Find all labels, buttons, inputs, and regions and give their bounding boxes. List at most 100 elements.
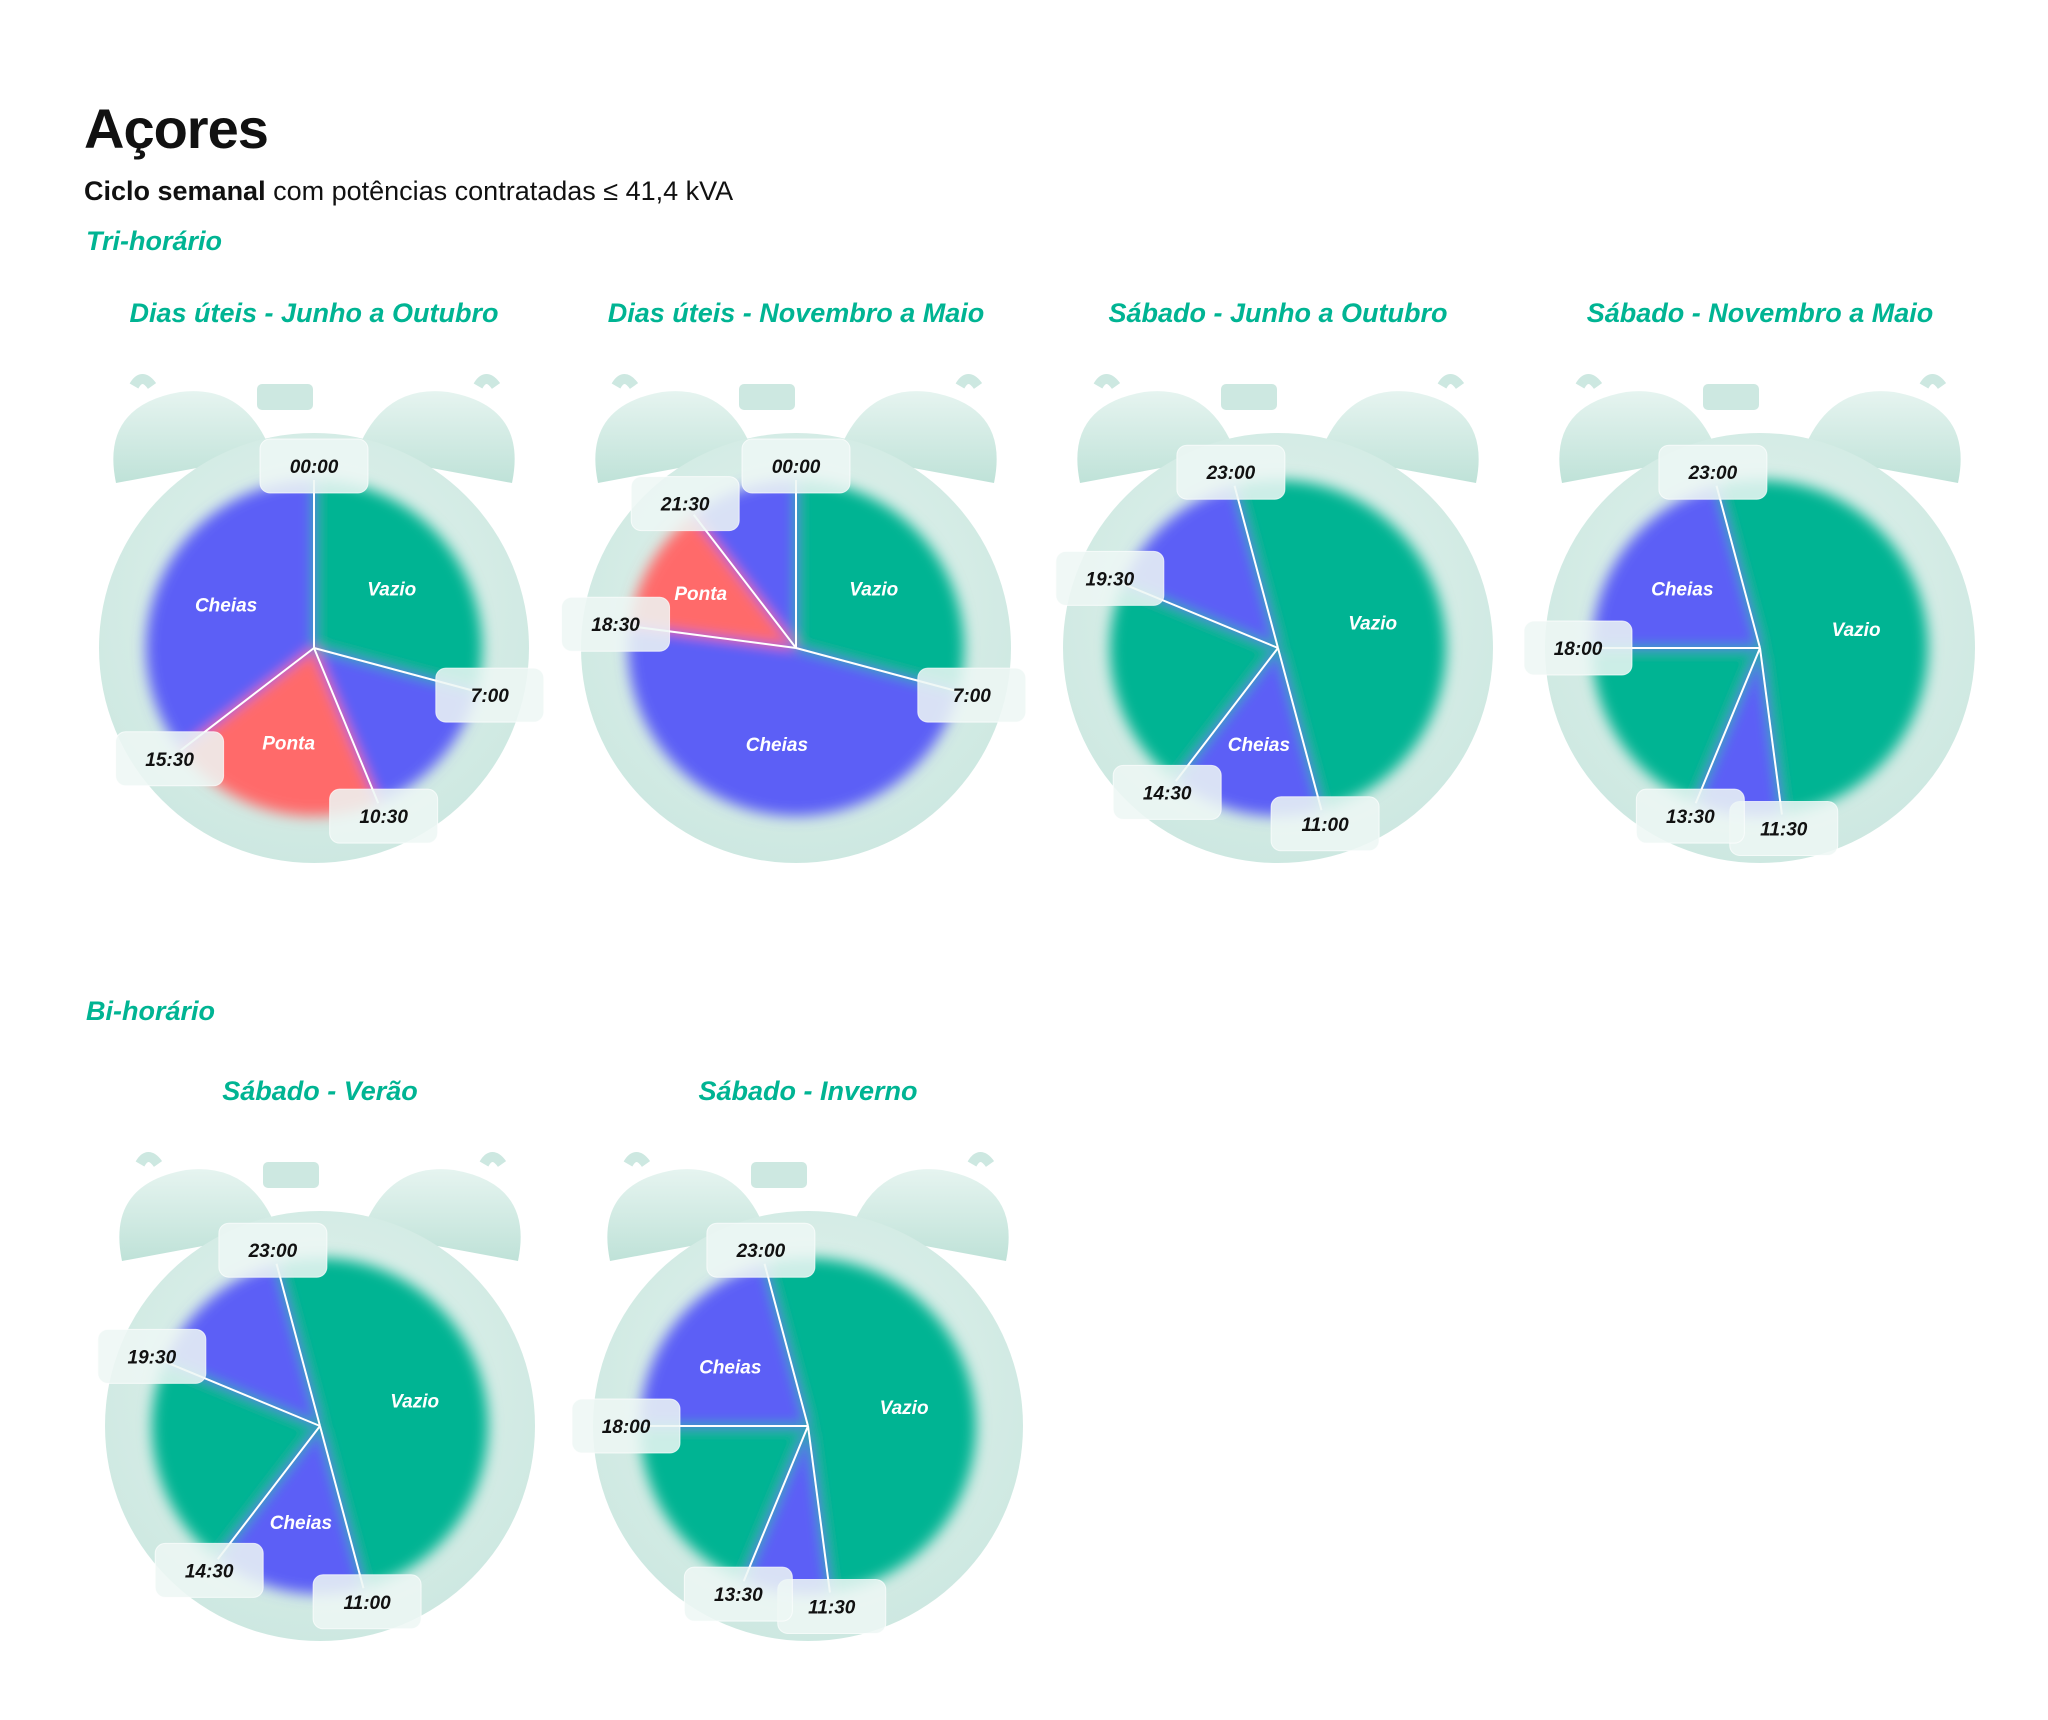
segment-label-vazio: Vazio — [390, 1392, 439, 1413]
time-text: 11:00 — [1302, 815, 1350, 836]
segment-cheias-1 — [1695, 648, 1782, 816]
bell-cap — [1919, 374, 1947, 390]
segment-cheias-1 — [627, 626, 959, 817]
segment-ponta-2 — [629, 514, 796, 648]
clock-knob — [1703, 384, 1759, 410]
divider-line — [216, 1425, 321, 1560]
time-label: 18:00 — [1523, 620, 1633, 676]
bell-cap — [1093, 374, 1121, 390]
time-label: 18:30 — [561, 596, 671, 652]
segment-label-cheias: Cheias — [195, 596, 257, 617]
segment-label-cheias: Cheias — [746, 735, 808, 756]
time-text: 19:30 — [1086, 569, 1135, 590]
subtitle-bold: Ciclo semanal — [84, 176, 266, 206]
clock-chart: Sábado - Verão Vazio Cheias 23:00 11:00 14:30… — [97, 1076, 540, 1641]
time-label: 11:00 — [312, 1574, 422, 1630]
time-pill — [1270, 796, 1380, 852]
time-text: 21:30 — [660, 495, 710, 516]
time-label: 7:00 — [917, 667, 1027, 723]
time-text: 7:00 — [471, 686, 509, 707]
chart-title: Sábado - Junho a Outubro — [1108, 298, 1448, 328]
divider-line — [1759, 647, 1783, 815]
time-label: 13:30 — [683, 1566, 793, 1622]
time-label: 23:00 — [218, 1222, 328, 1278]
segment-vazio-2 — [640, 1426, 808, 1582]
clock-face — [1592, 480, 1928, 816]
chart-title: Sábado - Verão — [222, 1076, 418, 1106]
time-text: 23:00 — [1688, 463, 1738, 484]
time-pill — [1523, 620, 1633, 676]
clock-chart: Dias úteis - Novembro a Maio Vazio Cheias P… — [561, 298, 1027, 863]
segment-cheias-3 — [146, 480, 314, 751]
segment-cheias-3 — [1592, 485, 1760, 648]
time-label: 00:00 — [741, 438, 851, 494]
time-label: 11:00 — [1270, 796, 1380, 852]
bell-cap — [611, 374, 639, 390]
clock-chart: Sábado - Junho a Outubro Vazio Cheias 23:00… — [1055, 298, 1498, 863]
clock-face — [627, 480, 964, 817]
time-label: 23:00 — [706, 1222, 816, 1278]
divider-line — [313, 647, 380, 804]
time-text: 00:00 — [772, 457, 821, 478]
divider-line — [807, 1425, 831, 1593]
time-pill — [1055, 550, 1165, 606]
divider-line — [1174, 647, 1279, 782]
time-text: 13:30 — [714, 1585, 763, 1606]
time-label: 7:00 — [435, 667, 545, 723]
segment-label-cheias: Cheias — [1228, 735, 1290, 756]
time-text: 23:00 — [736, 1241, 786, 1262]
time-text: 00:00 — [290, 457, 339, 478]
time-label: 11:30 — [1729, 800, 1839, 856]
segment-vazio-2 — [1592, 648, 1760, 804]
bell-cap — [1575, 374, 1603, 390]
segment-vazio-2 — [151, 1361, 320, 1560]
segment-label-cheias: Cheias — [270, 1513, 332, 1534]
time-label: 18:00 — [571, 1398, 681, 1454]
segment-label-vazio: Vazio — [367, 579, 416, 600]
time-label: 14:30 — [1112, 764, 1222, 820]
segment-vazio-0 — [1716, 480, 1928, 815]
time-text: 15:30 — [145, 750, 194, 771]
time-label: 15:30 — [115, 731, 225, 787]
time-text: 14:30 — [1143, 783, 1192, 804]
segment-label-vazio: Vazio — [1832, 620, 1881, 641]
divider-line — [742, 1425, 809, 1582]
segment-label-ponta: Ponta — [262, 734, 315, 755]
segment-label-vazio: Vazio — [1348, 614, 1397, 635]
time-text: 23:00 — [1206, 463, 1256, 484]
segment-cheias-3 — [1122, 485, 1278, 648]
time-pill — [259, 438, 369, 494]
time-text: 18:00 — [1554, 639, 1603, 660]
segment-cheias-3 — [164, 1263, 320, 1426]
clock-svg: Vazio Cheias Ponta 00:00 7:00 18:30 21:30 — [561, 374, 1027, 863]
time-pill — [571, 1398, 681, 1454]
segment-vazio-0 — [764, 1258, 976, 1593]
time-label: 00:00 — [259, 438, 369, 494]
clock-svg: Vazio Cheias 23:00 11:00 14:30 19:30 — [97, 1152, 535, 1641]
segment-vazio-2 — [1110, 583, 1278, 782]
time-pill — [1658, 444, 1768, 500]
time-label: 10:30 — [329, 788, 439, 844]
clock-chart: Sábado - Inverno Vazio Cheias 23:00 11:30 13:… — [571, 1076, 1028, 1641]
divider-line — [319, 1425, 365, 1589]
clock-knob — [739, 384, 795, 410]
segment-vazio-0 — [1234, 480, 1446, 811]
clock-svg: Vazio Cheias 23:00 11:30 13:30 18:00 — [1523, 374, 1975, 863]
segment-cheias-1 — [743, 1426, 830, 1594]
clock-knob — [751, 1162, 807, 1188]
time-label: 14:30 — [154, 1542, 264, 1598]
time-label: 13:30 — [1635, 788, 1745, 844]
subtitle-rest: com potências contratadas ≤ 41,4 kVA — [265, 176, 734, 206]
time-text: 11:30 — [1760, 819, 1808, 840]
segment-lines — [1592, 485, 1783, 815]
divider-line — [692, 514, 797, 649]
clock-knob — [257, 384, 313, 410]
segment-cheias-3 — [640, 1263, 808, 1426]
segment-label-cheias: Cheias — [699, 1357, 761, 1378]
time-text: 18:30 — [591, 615, 640, 636]
time-text: 14:30 — [185, 1561, 234, 1582]
time-label: 23:00 — [1658, 444, 1768, 500]
section-bi-horario: Bi-horário — [86, 996, 216, 1026]
divider-line — [1715, 485, 1761, 649]
time-pill — [706, 1222, 816, 1278]
